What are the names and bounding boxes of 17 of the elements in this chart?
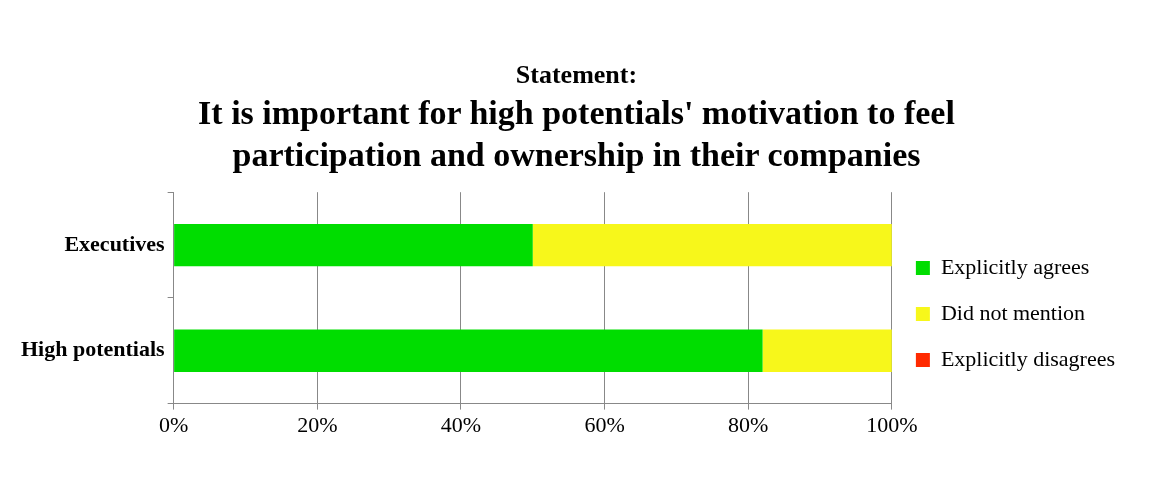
bar bbox=[174, 329, 763, 372]
x-tick-label: 20% bbox=[297, 411, 338, 437]
x-tick-label: 100% bbox=[866, 411, 918, 437]
y-tick-label: Executives bbox=[64, 230, 166, 256]
x-tick-label: 80% bbox=[728, 411, 769, 437]
x-tick-label: 60% bbox=[584, 411, 625, 437]
legend-label: Explicitly agrees bbox=[940, 253, 1090, 279]
x-tick-label: 40% bbox=[440, 411, 482, 437]
bar bbox=[762, 329, 892, 372]
bar bbox=[174, 223, 533, 267]
x-tick-label: 0% bbox=[158, 411, 189, 437]
legend-label: Did not mention bbox=[940, 299, 1086, 325]
y-tick-label: High potentials bbox=[20, 336, 166, 362]
legend-label: Explicitly disagrees bbox=[940, 345, 1115, 371]
chart-title: Statement: bbox=[514, 59, 639, 91]
chart-subtitle: It is important for high potentials' motivation to feel participation and ownership in their companies bbox=[197, 93, 956, 175]
bar bbox=[532, 223, 892, 267]
